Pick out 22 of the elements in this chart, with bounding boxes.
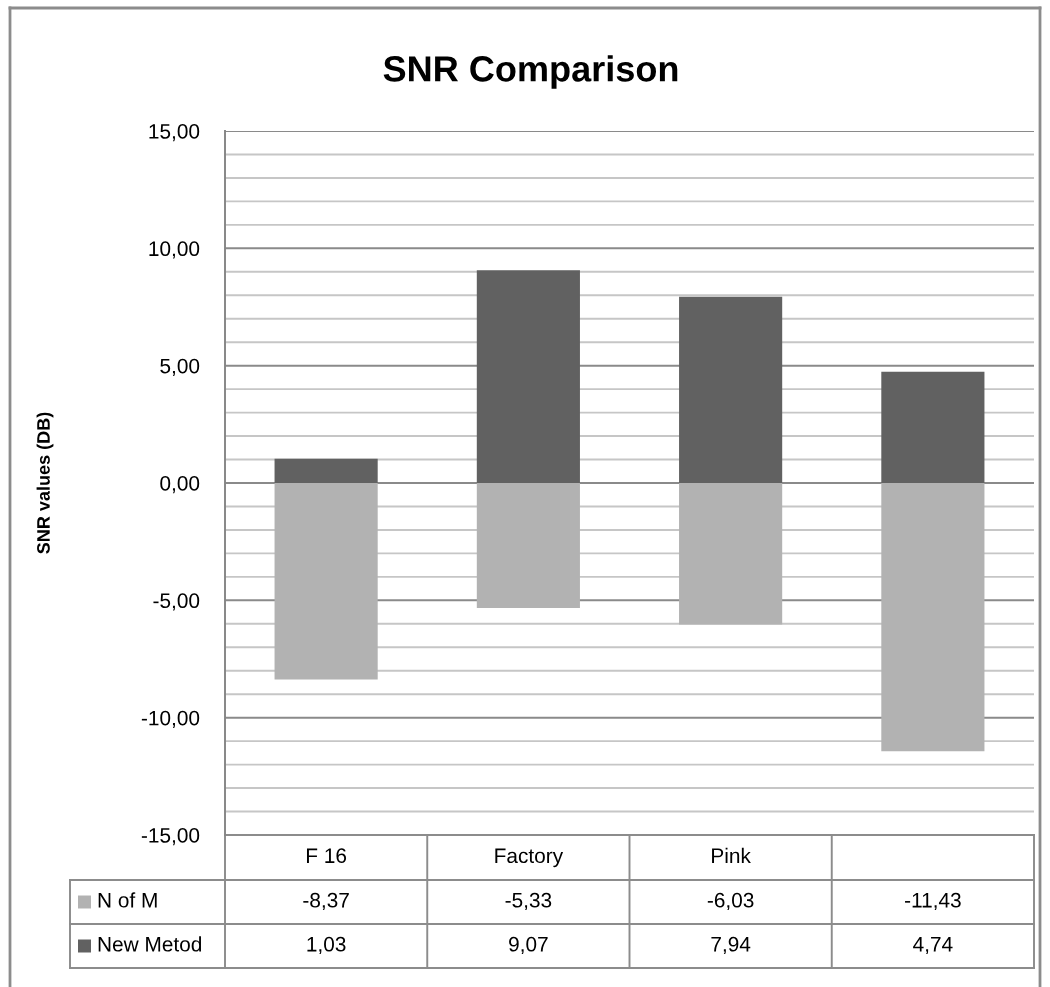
y-tick-label: 0,00 [160,476,200,494]
y-tick-label: 15,00 [149,124,200,142]
x-tick-label: Pink [712,847,751,863]
y-tick-label: -15,00 [141,828,200,846]
chart-title: SNR Comparison [383,55,678,89]
y-tick-label: -5,00 [153,593,200,611]
x-tick-label: F 16 [306,848,347,864]
data-label: 7,94 [711,936,751,955]
y-tick-label: -10,00 [141,710,200,728]
data-label: 4,74 [913,937,953,955]
y-axis-title: SNR values (DB) [36,412,54,554]
data-label: -11,43 [905,892,961,911]
legend-label: New Metod [98,936,202,952]
data-label: -6,03 [707,892,754,911]
y-tick-label: 10,00 [149,241,200,259]
legend-label: N of M [98,892,157,908]
data-label: -5,33 [505,892,552,911]
y-tick-label: 5,00 [160,358,200,376]
data-label: -8,37 [303,892,349,911]
data-label: 1,03 [307,936,346,955]
x-tick-label: Factory [495,848,564,868]
data-label: 9,07 [509,936,548,955]
